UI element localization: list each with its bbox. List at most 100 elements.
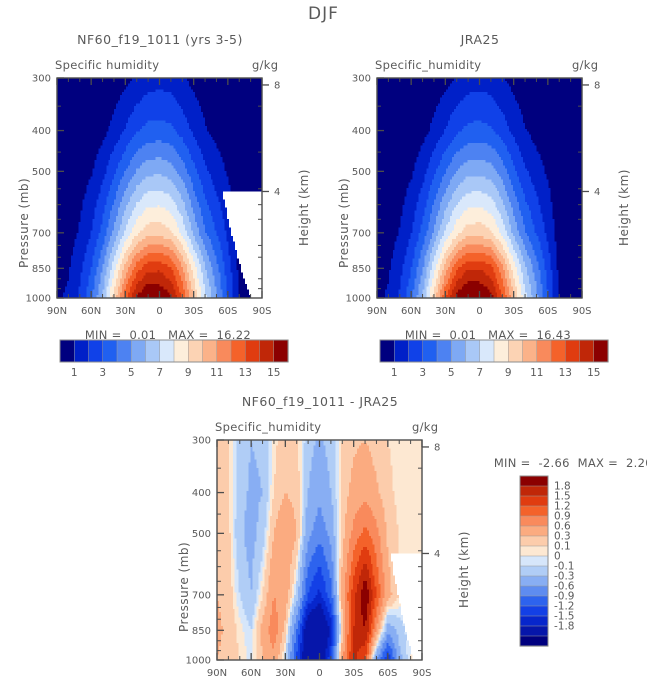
colorbar-difference[interactable]: 1.81.51.20.90.60.30.10-0.1-0.3-0.6-0.9-1… [518, 472, 638, 657]
lat-tick-label: 90S [572, 306, 591, 317]
colorbar-cell[interactable] [274, 340, 289, 362]
lat-tick-label: 0 [316, 668, 322, 679]
contour-fill [57, 78, 263, 299]
panel-diff: NF60_f19_1011 - JRA25 Specific_humidity … [160, 396, 647, 684]
colorbar-cell[interactable] [594, 340, 609, 362]
colorbar-cells[interactable] [380, 340, 608, 362]
lat-tick-label: 90N [207, 668, 227, 679]
colorbar-cell[interactable] [380, 340, 395, 362]
height-tick-label: 8 [274, 80, 280, 91]
colorbar-cell[interactable] [131, 340, 146, 362]
panel-model: NF60_f19_1011 (yrs 3-5) Specific humidit… [0, 28, 320, 378]
panel-diff-max-label: MAX = [578, 456, 618, 470]
colorbar-cell[interactable] [231, 340, 246, 362]
pressure-tick-label: 300 [32, 74, 51, 85]
colorbar-cell[interactable] [520, 486, 548, 496]
colorbar-cell[interactable] [520, 506, 548, 516]
colorbar-label: 7 [156, 367, 163, 379]
colorbar-cell[interactable] [551, 340, 566, 362]
colorbar-cell[interactable] [160, 340, 175, 362]
colorbar-cell[interactable] [394, 340, 409, 362]
colorbar-cell[interactable] [245, 340, 260, 362]
colorbar-cell[interactable] [466, 340, 481, 362]
lat-tick-label: 30N [275, 668, 295, 679]
lat-tick-label: 90S [252, 306, 271, 317]
lat-tick-label: 60S [378, 668, 397, 679]
colorbar-cell[interactable] [188, 340, 203, 362]
colorbar-cell[interactable] [174, 340, 189, 362]
colorbar-cell[interactable] [520, 476, 548, 486]
colorbar-label: 3 [99, 367, 106, 379]
colorbar-cell[interactable] [74, 340, 89, 362]
colorbar-label: 15 [587, 367, 600, 379]
colorbar-cell[interactable] [520, 586, 548, 596]
lat-tick-label: 30N [435, 306, 455, 317]
lat-tick-label: 30N [115, 306, 135, 317]
lat-tick-label: 0 [476, 306, 482, 317]
colorbar-label: 9 [505, 367, 512, 379]
lat-tick-label: 0 [156, 306, 162, 317]
colorbar-cell[interactable] [523, 340, 538, 362]
colorbar-cell[interactable] [537, 340, 552, 362]
colorbar-cell[interactable] [580, 340, 595, 362]
colorbar-cell[interactable] [520, 526, 548, 536]
colorbar-cell[interactable] [89, 340, 104, 362]
colorbar-cell[interactable] [520, 576, 548, 586]
pressure-tick-label: 850 [192, 626, 211, 637]
colorbar-cell[interactable] [437, 340, 452, 362]
panel-diff-min-value: -2.66 [538, 456, 569, 470]
colorbar-label: 5 [128, 367, 135, 379]
colorbar-cell[interactable] [565, 340, 580, 362]
colorbar-cell[interactable] [217, 340, 232, 362]
colorbar-cells[interactable] [520, 476, 548, 646]
colorbar-cell[interactable] [480, 340, 495, 362]
colorbar-cell[interactable] [520, 556, 548, 566]
colorbar-cell[interactable] [117, 340, 132, 362]
colorbar-cell[interactable] [494, 340, 509, 362]
colorbar-cell[interactable] [146, 340, 161, 362]
lat-tick-label: 90N [367, 306, 387, 317]
colorbar-cell[interactable] [260, 340, 275, 362]
lat-tick-label: 90N [47, 306, 67, 317]
colorbar-label: 13 [239, 367, 252, 379]
panel-diff-min-label: MIN = [494, 456, 531, 470]
colorbar-label: 13 [559, 367, 572, 379]
colorbar-label: 9 [185, 367, 192, 379]
colorbar-label: -1.8 [554, 621, 575, 633]
lat-tick-label: 90S [412, 668, 431, 679]
pressure-tick-label: 400 [192, 488, 211, 499]
colorbar-cell[interactable] [520, 626, 548, 636]
pressure-tick-label: 1000 [186, 656, 211, 667]
colorbar-cells[interactable] [60, 340, 288, 362]
colorbar-cell[interactable] [520, 546, 548, 556]
colorbar-cell[interactable] [520, 536, 548, 546]
pressure-tick-label: 300 [192, 436, 211, 447]
colorbar-cell[interactable] [508, 340, 523, 362]
colorbar-cell[interactable] [520, 496, 548, 506]
colorbar-cell[interactable] [520, 616, 548, 626]
colorbar-cell[interactable] [451, 340, 466, 362]
pressure-tick-label: 700 [32, 228, 51, 239]
colorbar-cell[interactable] [520, 566, 548, 576]
pressure-tick-label: 850 [32, 264, 51, 275]
contour-fill [377, 78, 583, 299]
colorbar-cell[interactable] [520, 596, 548, 606]
colorbar-label: 1 [71, 367, 78, 379]
colorbar-cell[interactable] [60, 340, 75, 362]
colorbar-cell[interactable] [203, 340, 218, 362]
season-title: DJF [0, 6, 647, 23]
pressure-tick-label: 400 [32, 126, 51, 137]
colorbar-cell[interactable] [423, 340, 438, 362]
height-tick-label: 8 [434, 442, 440, 453]
colorbar-cell[interactable] [409, 340, 424, 362]
colorbar-cell[interactable] [520, 636, 548, 646]
pressure-tick-label: 700 [192, 590, 211, 601]
colorbar-cell[interactable] [520, 516, 548, 526]
colorbar-cell[interactable] [103, 340, 118, 362]
colorbar-cell[interactable] [520, 606, 548, 616]
